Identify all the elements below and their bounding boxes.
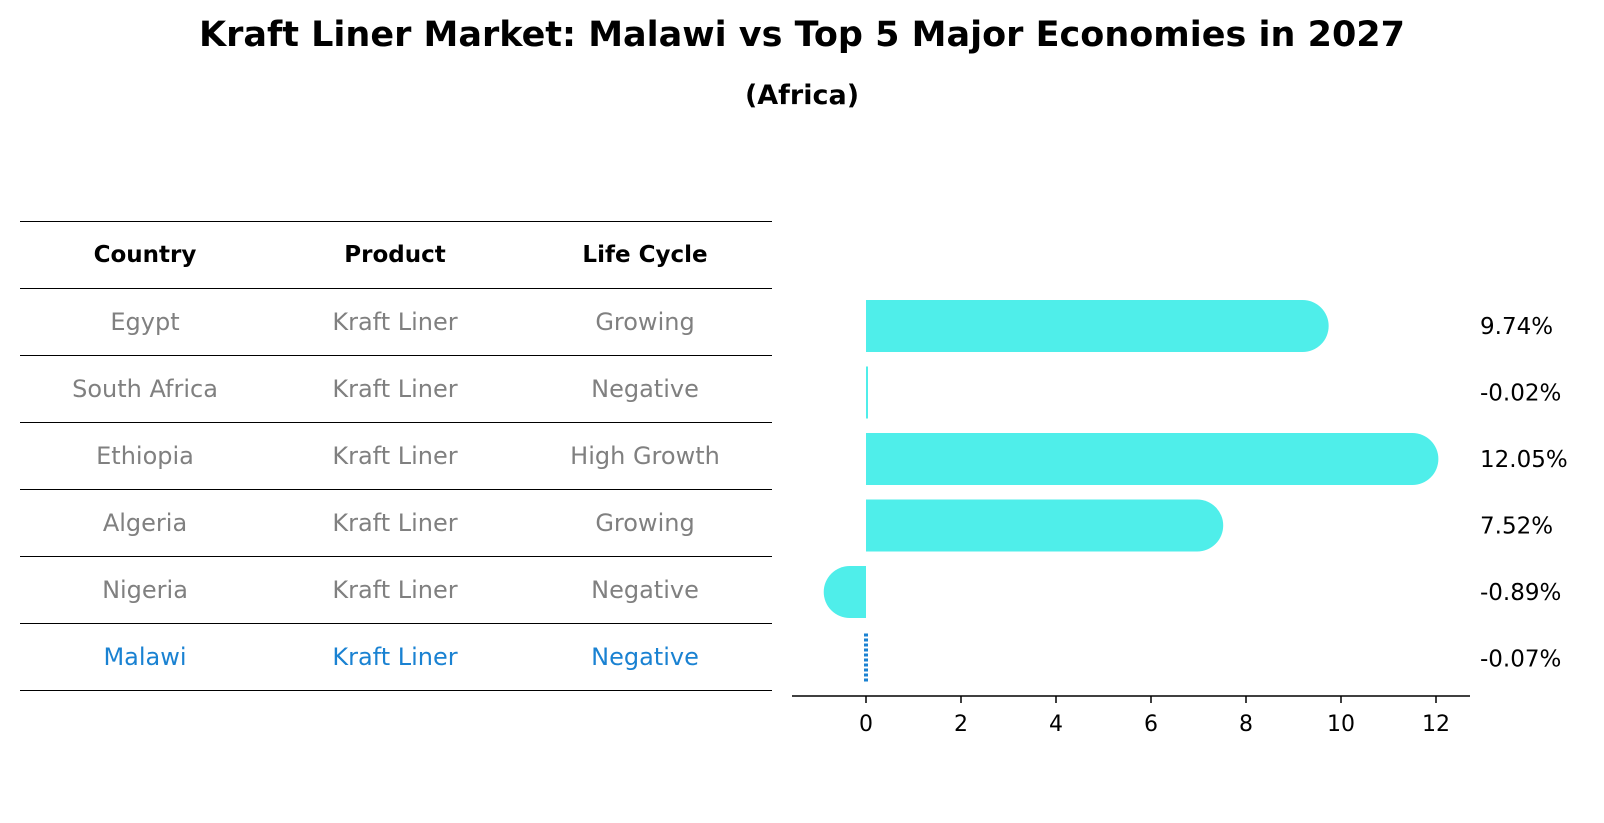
cell-life-cycle: Negative <box>591 375 699 403</box>
bar-ethiopia <box>866 433 1439 485</box>
cell-product: Kraft Liner <box>332 308 458 336</box>
cell-product: Kraft Liner <box>332 643 458 671</box>
table-row: Egypt Kraft Liner Growing <box>20 289 772 356</box>
cell-country: Malawi <box>103 643 187 671</box>
value-label-nigeria: -0.89% <box>1480 580 1561 606</box>
cell-country: Ethiopia <box>96 442 194 470</box>
cell-life-cycle: Growing <box>595 509 695 537</box>
cell-life-cycle: High Growth <box>570 442 720 470</box>
column-header-product: Product <box>344 242 446 268</box>
cell-product: Kraft Liner <box>332 442 458 470</box>
cell-product: Kraft Liner <box>332 509 458 537</box>
value-label-algeria: 7.52% <box>1480 514 1553 540</box>
bar-algeria <box>866 499 1224 552</box>
table-row: Ethiopia Kraft Liner High Growth <box>20 423 772 490</box>
x-tick-label: 0 <box>859 712 873 737</box>
bar-south-africa <box>866 366 868 419</box>
x-axis: 0 2 4 6 8 10 12 <box>792 695 1470 737</box>
column-header-life-cycle: Life Cycle <box>582 242 708 268</box>
cell-life-cycle: Growing <box>595 308 695 336</box>
bar-egypt <box>866 300 1329 352</box>
cell-country: South Africa <box>72 375 218 403</box>
x-tick-label: 6 <box>1144 712 1158 737</box>
value-label-group: 9.74% -0.02% 12.05% 7.52% -0.89% -0.07% <box>1480 314 1568 673</box>
chart-subtitle: (Africa) <box>744 80 860 111</box>
value-label-ethiopia: 12.05% <box>1480 447 1568 473</box>
chart-title: Kraft Liner Market: Malawi vs Top 5 Majo… <box>198 15 1406 55</box>
x-tick-label: 10 <box>1327 712 1355 737</box>
x-tick-label: 8 <box>1239 712 1253 737</box>
x-tick-label: 12 <box>1422 712 1450 737</box>
value-label-malawi: -0.07% <box>1480 647 1561 673</box>
cell-product: Kraft Liner <box>332 576 458 604</box>
table-header-row: Country Product Life Cycle <box>20 221 772 289</box>
x-tick-label: 2 <box>954 712 968 737</box>
cell-life-cycle: Negative <box>591 576 699 604</box>
table-row: South Africa Kraft Liner Negative <box>20 356 772 423</box>
value-label-egypt: 9.74% <box>1480 314 1553 340</box>
table-row: Algeria Kraft Liner Growing <box>20 490 772 557</box>
cell-country: Egypt <box>110 308 180 336</box>
table-row-highlighted: Malawi Kraft Liner Negative <box>20 624 772 691</box>
value-label-south-africa: -0.02% <box>1480 381 1561 407</box>
cell-country: Algeria <box>102 509 188 537</box>
cell-country: Nigeria <box>102 576 188 604</box>
bar-nigeria <box>823 566 866 618</box>
cell-product: Kraft Liner <box>332 375 458 403</box>
life-cycle-table: Country Product Life Cycle Egypt Kraft L… <box>20 221 772 691</box>
column-header-country: Country <box>93 242 197 268</box>
x-tick-label: 4 <box>1049 712 1063 737</box>
bar-group <box>823 300 1439 684</box>
cell-life-cycle: Negative <box>591 643 699 671</box>
table-row: Nigeria Kraft Liner Negative <box>20 557 772 624</box>
